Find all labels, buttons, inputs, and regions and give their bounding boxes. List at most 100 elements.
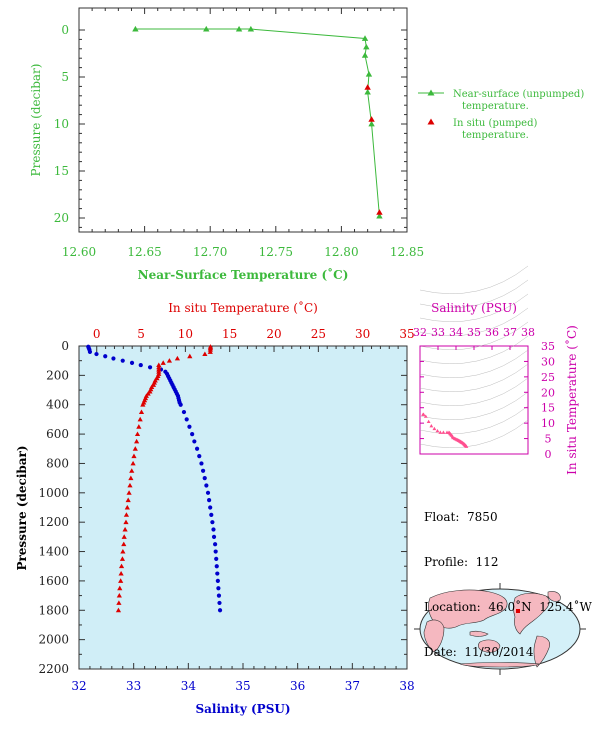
map-land-south-america [533,635,550,668]
profile-temp-tick-label: 0 [93,327,101,341]
temperature-point [126,490,132,495]
temperature-point [134,431,141,437]
profile-sal-tick-label: 32 [71,679,86,693]
near-surface-point [376,212,383,219]
salinity-point [129,360,135,365]
profile-number: Profile: 112 [424,555,499,569]
salinity-point [216,593,222,598]
temperature-point [134,438,140,444]
profile-y-tick-label: 200 [46,368,69,382]
salinity-point [215,571,220,576]
near-surface-chart: 12.60 12.65 12.70 12.75 12.80 12.85 0 5 10 15 20 N… [29,7,584,282]
top-x-tick-label: 12.65 [127,245,161,259]
temperature-point [166,358,173,363]
top-y-tick-label: 15 [54,164,69,178]
temperature-point [116,592,122,598]
profile-y-tick-label: 1200 [38,515,69,529]
density-contour [419,391,529,420]
ts-point [426,419,431,424]
temperature-point [120,548,126,554]
map-land-indonesia [469,630,489,637]
ts-plot-frame [419,345,529,455]
top-y-tick-label: 5 [61,70,69,84]
in-situ-point [368,116,375,122]
legend-label-in-situ-2: temperature. [462,130,529,141]
ts-x-tick-label: 38 [521,326,535,339]
temperature-point [123,519,129,525]
salinity-point [208,505,213,510]
salinity-point [178,402,183,407]
legend-marker-in-situ [427,118,435,125]
float-info-panel: Float: 7850 Profile: 112 Location: 46.0˚… [424,480,592,675]
salinity-point [217,608,223,613]
temperature-point [187,353,193,359]
salinity-point [210,520,215,525]
salinity-point [184,417,189,422]
salinity-point [111,356,116,361]
salinity-point [192,439,197,444]
temperature-point [115,607,122,613]
profile-y-tick-label: 2200 [38,662,69,676]
ts-point [438,430,443,434]
temperature-point [138,409,145,415]
salinity-point [213,542,218,547]
near-surface-point [203,25,210,32]
profile-temp-tick-label: 35 [399,327,414,341]
profile-y-tick-label: 1800 [38,603,69,617]
salinity-point [194,446,200,451]
temperature-point [118,578,124,583]
density-contour [419,279,529,308]
salinity-point [202,476,207,481]
salinity-point [216,586,221,591]
top-x-tick-label: 12.70 [193,245,227,259]
salinity-point [190,431,195,437]
near-surface-point [247,25,255,32]
ts-point [464,444,469,448]
salinity-point [217,600,222,606]
float-number: Float: 7850 [424,510,498,524]
ts-x-tick-label: 36 [485,326,499,339]
temperature-point [125,497,131,503]
ts-y-tick-label: 10 [541,417,555,430]
top-x-tick-label: 12.85 [390,245,424,259]
profile-y-tick-label: 1600 [38,574,69,588]
ts-x-tick-label: 35 [467,326,481,339]
salinity-point [204,483,209,488]
ts-right-y-axis-label: In situ Temperature (˚C) [564,325,579,475]
profile-temp-tick-label: 30 [355,327,370,341]
profile-temp-tick-label: 5 [137,327,145,341]
ts-y-tick-label: 30 [541,355,555,368]
profile-sal-tick-label: 33 [126,679,141,693]
density-contour [419,321,529,350]
map-land-antarctica [459,662,541,668]
profile-sal-tick-label: 34 [181,679,197,693]
ts-point [441,430,446,434]
legend-label-near-surface-2: temperature. [462,101,529,112]
top-y-axis-label: Pressure (decibar) [29,64,43,177]
profile-y-tick-label: 0 [61,339,69,353]
salinity-point [199,461,204,466]
ts-y-tick-label: 20 [541,386,555,399]
salinity-point [207,498,212,503]
ts-x-tick-label: 37 [503,326,517,339]
density-contour [419,265,529,294]
profile-sal-tick-label: 36 [290,679,305,693]
temperature-point [122,526,128,532]
salinity-point [209,512,214,517]
temperature-point [207,347,213,352]
temperature-point [130,460,136,466]
density-contour [419,307,529,336]
in-situ-point [364,84,371,90]
profile-date: Date: 11/30/2014 [424,645,534,659]
near-surface-point [364,88,371,95]
salinity-point [94,351,99,357]
legend-marker-near-surface [427,89,435,96]
profile-y-tick-label: 600 [46,427,69,441]
near-surface-point [361,35,369,41]
top-x-axis-label: Near-Surface Temperature (˚C) [138,267,349,282]
ts-y-tick-label: 5 [545,433,552,446]
map-land [423,589,561,668]
profile-bottom-x-axis-label: Salinity (PSU) [195,702,290,716]
ts-point [423,414,428,418]
near-surface-point [132,25,139,32]
